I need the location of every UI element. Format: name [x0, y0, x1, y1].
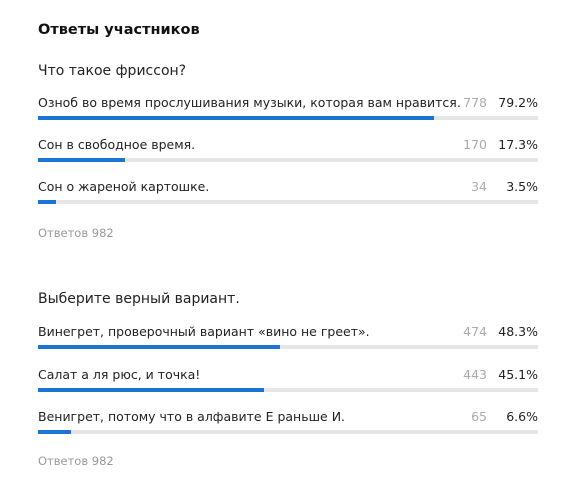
- option-percent: 17.3%: [498, 137, 538, 152]
- option-label: Винегрет, проверочный вариант «вино не г…: [38, 324, 370, 339]
- option-count: 34: [471, 179, 487, 194]
- answer-option: Венигрет, потому что в алфавите Е раньше…: [38, 408, 538, 442]
- progress-bar-fill: [38, 158, 125, 162]
- option-label: Салат а ля рюс, и точка!: [38, 367, 201, 382]
- answers-total: Ответов 982: [38, 226, 114, 240]
- answer-option: Озноб во время прослушивания музыки, кот…: [38, 94, 538, 128]
- answer-option: Сон о жареной картошке. 34 3.5%: [38, 178, 538, 212]
- answer-option: Винегрет, проверочный вариант «вино не г…: [38, 323, 538, 357]
- option-label: Сон в свободное время.: [38, 137, 196, 152]
- option-count: 443: [463, 367, 487, 382]
- option-label: Озноб во время прослушивания музыки, кот…: [38, 95, 461, 110]
- option-count: 474: [463, 324, 487, 339]
- progress-bar-track: [38, 388, 538, 392]
- answers-total: Ответов 982: [38, 454, 114, 468]
- progress-bar-track: [38, 200, 538, 204]
- option-percent: 3.5%: [506, 179, 538, 194]
- progress-bar-fill: [38, 388, 264, 392]
- question-1: Что такое фриссон? Озноб во время прослу…: [38, 61, 538, 240]
- progress-bar-fill: [38, 345, 280, 349]
- progress-bar-fill: [38, 200, 56, 204]
- answer-option: Сон в свободное время. 170 17.3%: [38, 136, 538, 170]
- question-2: Выберите верный вариант. Винегрет, прове…: [38, 289, 538, 468]
- question-text: Что такое фриссон?: [38, 63, 187, 79]
- option-count: 778: [463, 95, 487, 110]
- page-title: Ответы участников: [38, 22, 200, 38]
- question-text: Выберите верный вариант.: [38, 291, 240, 307]
- option-count: 170: [463, 137, 487, 152]
- option-percent: 48.3%: [498, 324, 538, 339]
- progress-bar-fill: [38, 116, 434, 120]
- progress-bar-track: [38, 345, 538, 349]
- progress-bar-fill: [38, 430, 71, 434]
- option-percent: 45.1%: [498, 367, 538, 382]
- option-label: Сон о жареной картошке.: [38, 179, 210, 194]
- option-percent: 6.6%: [506, 409, 538, 424]
- progress-bar-track: [38, 430, 538, 434]
- progress-bar-track: [38, 116, 538, 120]
- option-count: 65: [471, 409, 487, 424]
- option-percent: 79.2%: [498, 95, 538, 110]
- progress-bar-track: [38, 158, 538, 162]
- answer-option: Салат а ля рюс, и точка! 443 45.1%: [38, 366, 538, 400]
- option-label: Венигрет, потому что в алфавите Е раньше…: [38, 409, 346, 424]
